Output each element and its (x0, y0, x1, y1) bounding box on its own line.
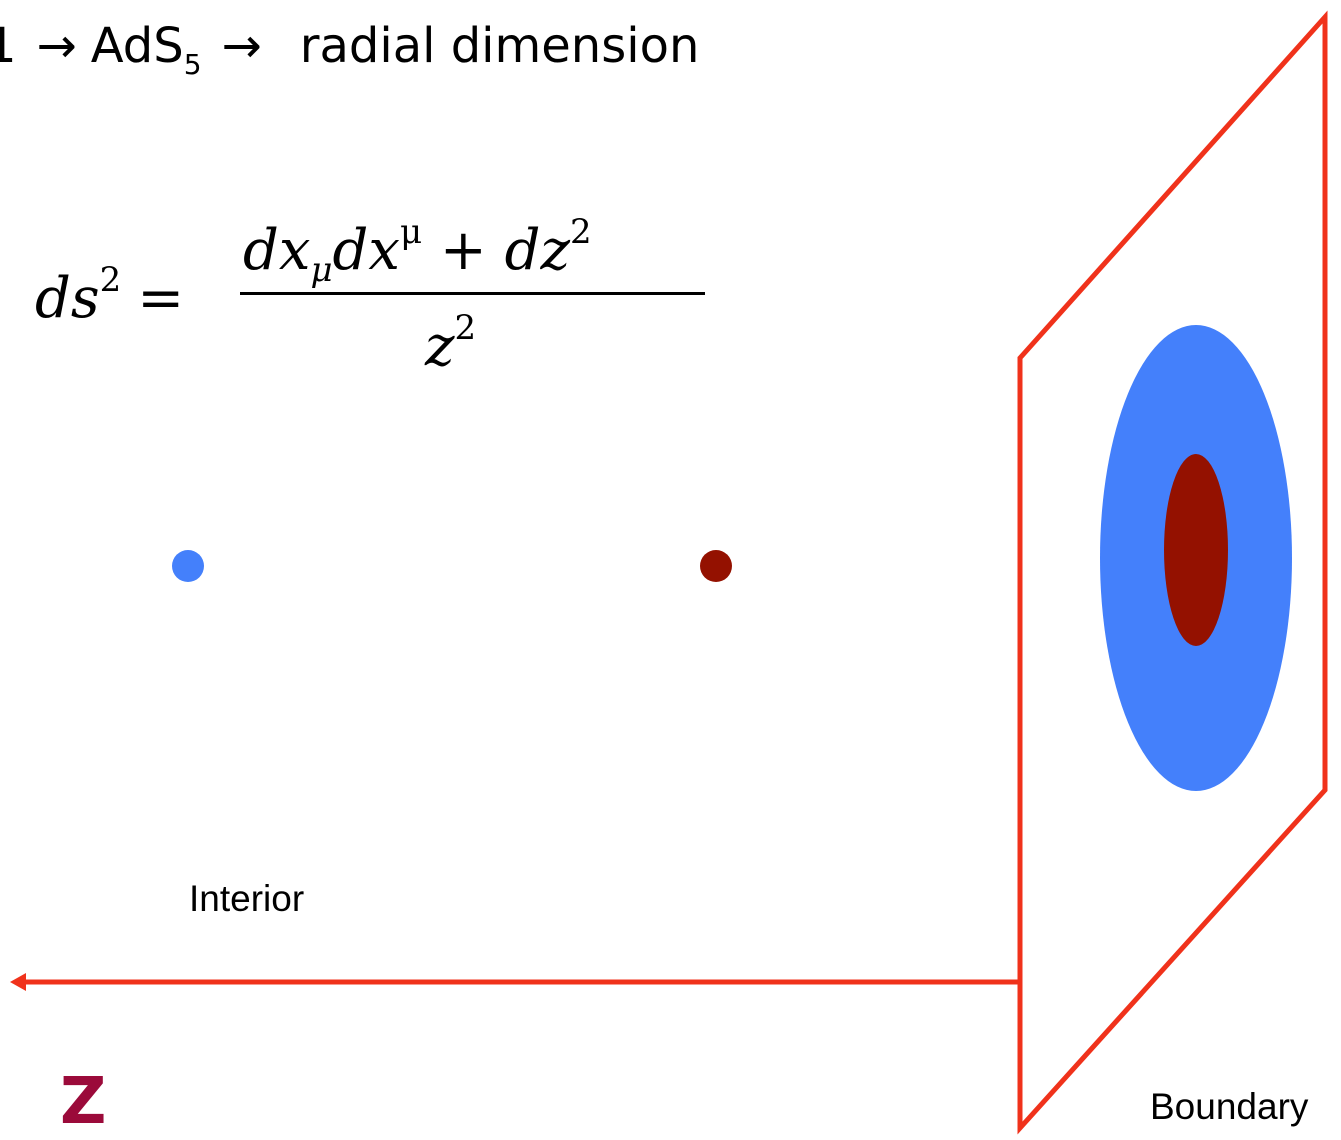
boundary-label: Boundary (1150, 1086, 1309, 1127)
interior-red-dot (700, 550, 732, 582)
formula-equals: = (137, 266, 185, 331)
formula-num-dz: + dz (422, 218, 570, 283)
formula-num-dx1: dx (243, 218, 311, 283)
formula-den-exponent: 2 (454, 308, 477, 348)
title-arrow-1: → (36, 18, 77, 74)
interior-blue-dot (172, 550, 204, 582)
title-line: 1 → AdS5 → radial dimension (0, 18, 700, 81)
title-ads: AdS (90, 18, 184, 74)
formula-lhs-ds: ds (35, 266, 100, 331)
title-ads-subscript: 5 (183, 48, 202, 81)
boundary-plane (1017, 10, 1328, 1135)
formula-fraction-bar (240, 292, 705, 295)
formula-num-sup-mu: μ (399, 212, 423, 252)
z-axis-label: Z (60, 1065, 107, 1139)
boundary-red-region (1164, 454, 1228, 646)
formula-den-z: z (425, 314, 455, 379)
title-radial: radial dimension (299, 18, 700, 74)
title-arrow-2: → (221, 18, 262, 74)
formula-lhs: ds2 = (35, 260, 184, 331)
interior-label: Interior (189, 878, 305, 919)
formula-lhs-exponent: 2 (99, 260, 122, 300)
title-prefix: 1 (0, 18, 17, 74)
formula-num-exponent: 2 (569, 212, 592, 252)
formula-numerator: dxμdxμ + dz2 (243, 212, 592, 290)
z-axis-arrowhead (10, 973, 26, 991)
formula-denominator: z2 (425, 308, 476, 379)
formula-num-dx2: dx (332, 218, 400, 283)
formula-num-sub-mu: μ (310, 250, 333, 290)
